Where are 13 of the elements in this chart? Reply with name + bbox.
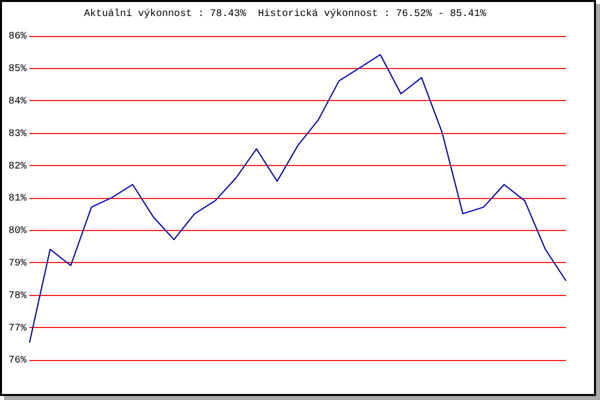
chart-title: Aktuální výkonnost : 78.43% Historická výkonnost : 76.52% - 85.41%	[84, 8, 486, 20]
y-tick-label: 79%	[8, 258, 26, 270]
y-tick-label: 82%	[8, 161, 26, 172]
y-tick-label: 84%	[8, 96, 26, 108]
y-tick-label: 86%	[8, 32, 26, 43]
line-series	[28, 54, 567, 344]
y-tick-label: 85%	[8, 64, 26, 76]
y-tick-label: 77%	[8, 323, 26, 334]
y-tick-label: 78%	[8, 290, 26, 302]
y-tick-label: 76%	[8, 356, 26, 367]
y-tick-label: 81%	[8, 194, 26, 205]
y-tick-label: 83%	[8, 128, 26, 140]
y-tick-label: 80%	[8, 226, 26, 238]
